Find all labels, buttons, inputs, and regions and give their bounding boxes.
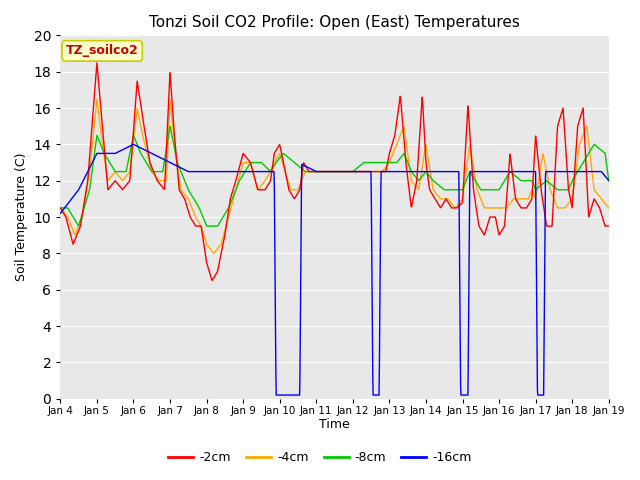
Legend: -2cm, -4cm, -8cm, -16cm: -2cm, -4cm, -8cm, -16cm: [163, 446, 477, 469]
Text: TZ_soilco2: TZ_soilco2: [66, 45, 139, 58]
X-axis label: Time: Time: [319, 419, 350, 432]
Y-axis label: Soil Temperature (C): Soil Temperature (C): [15, 153, 28, 281]
Title: Tonzi Soil CO2 Profile: Open (East) Temperatures: Tonzi Soil CO2 Profile: Open (East) Temp…: [149, 15, 520, 30]
